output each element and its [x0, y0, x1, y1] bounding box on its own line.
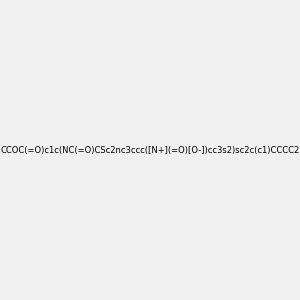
Text: CCOC(=O)c1c(NC(=O)CSc2nc3ccc([N+](=O)[O-])cc3s2)sc2c(c1)CCCC2: CCOC(=O)c1c(NC(=O)CSc2nc3ccc([N+](=O)[O-…: [0, 146, 300, 154]
